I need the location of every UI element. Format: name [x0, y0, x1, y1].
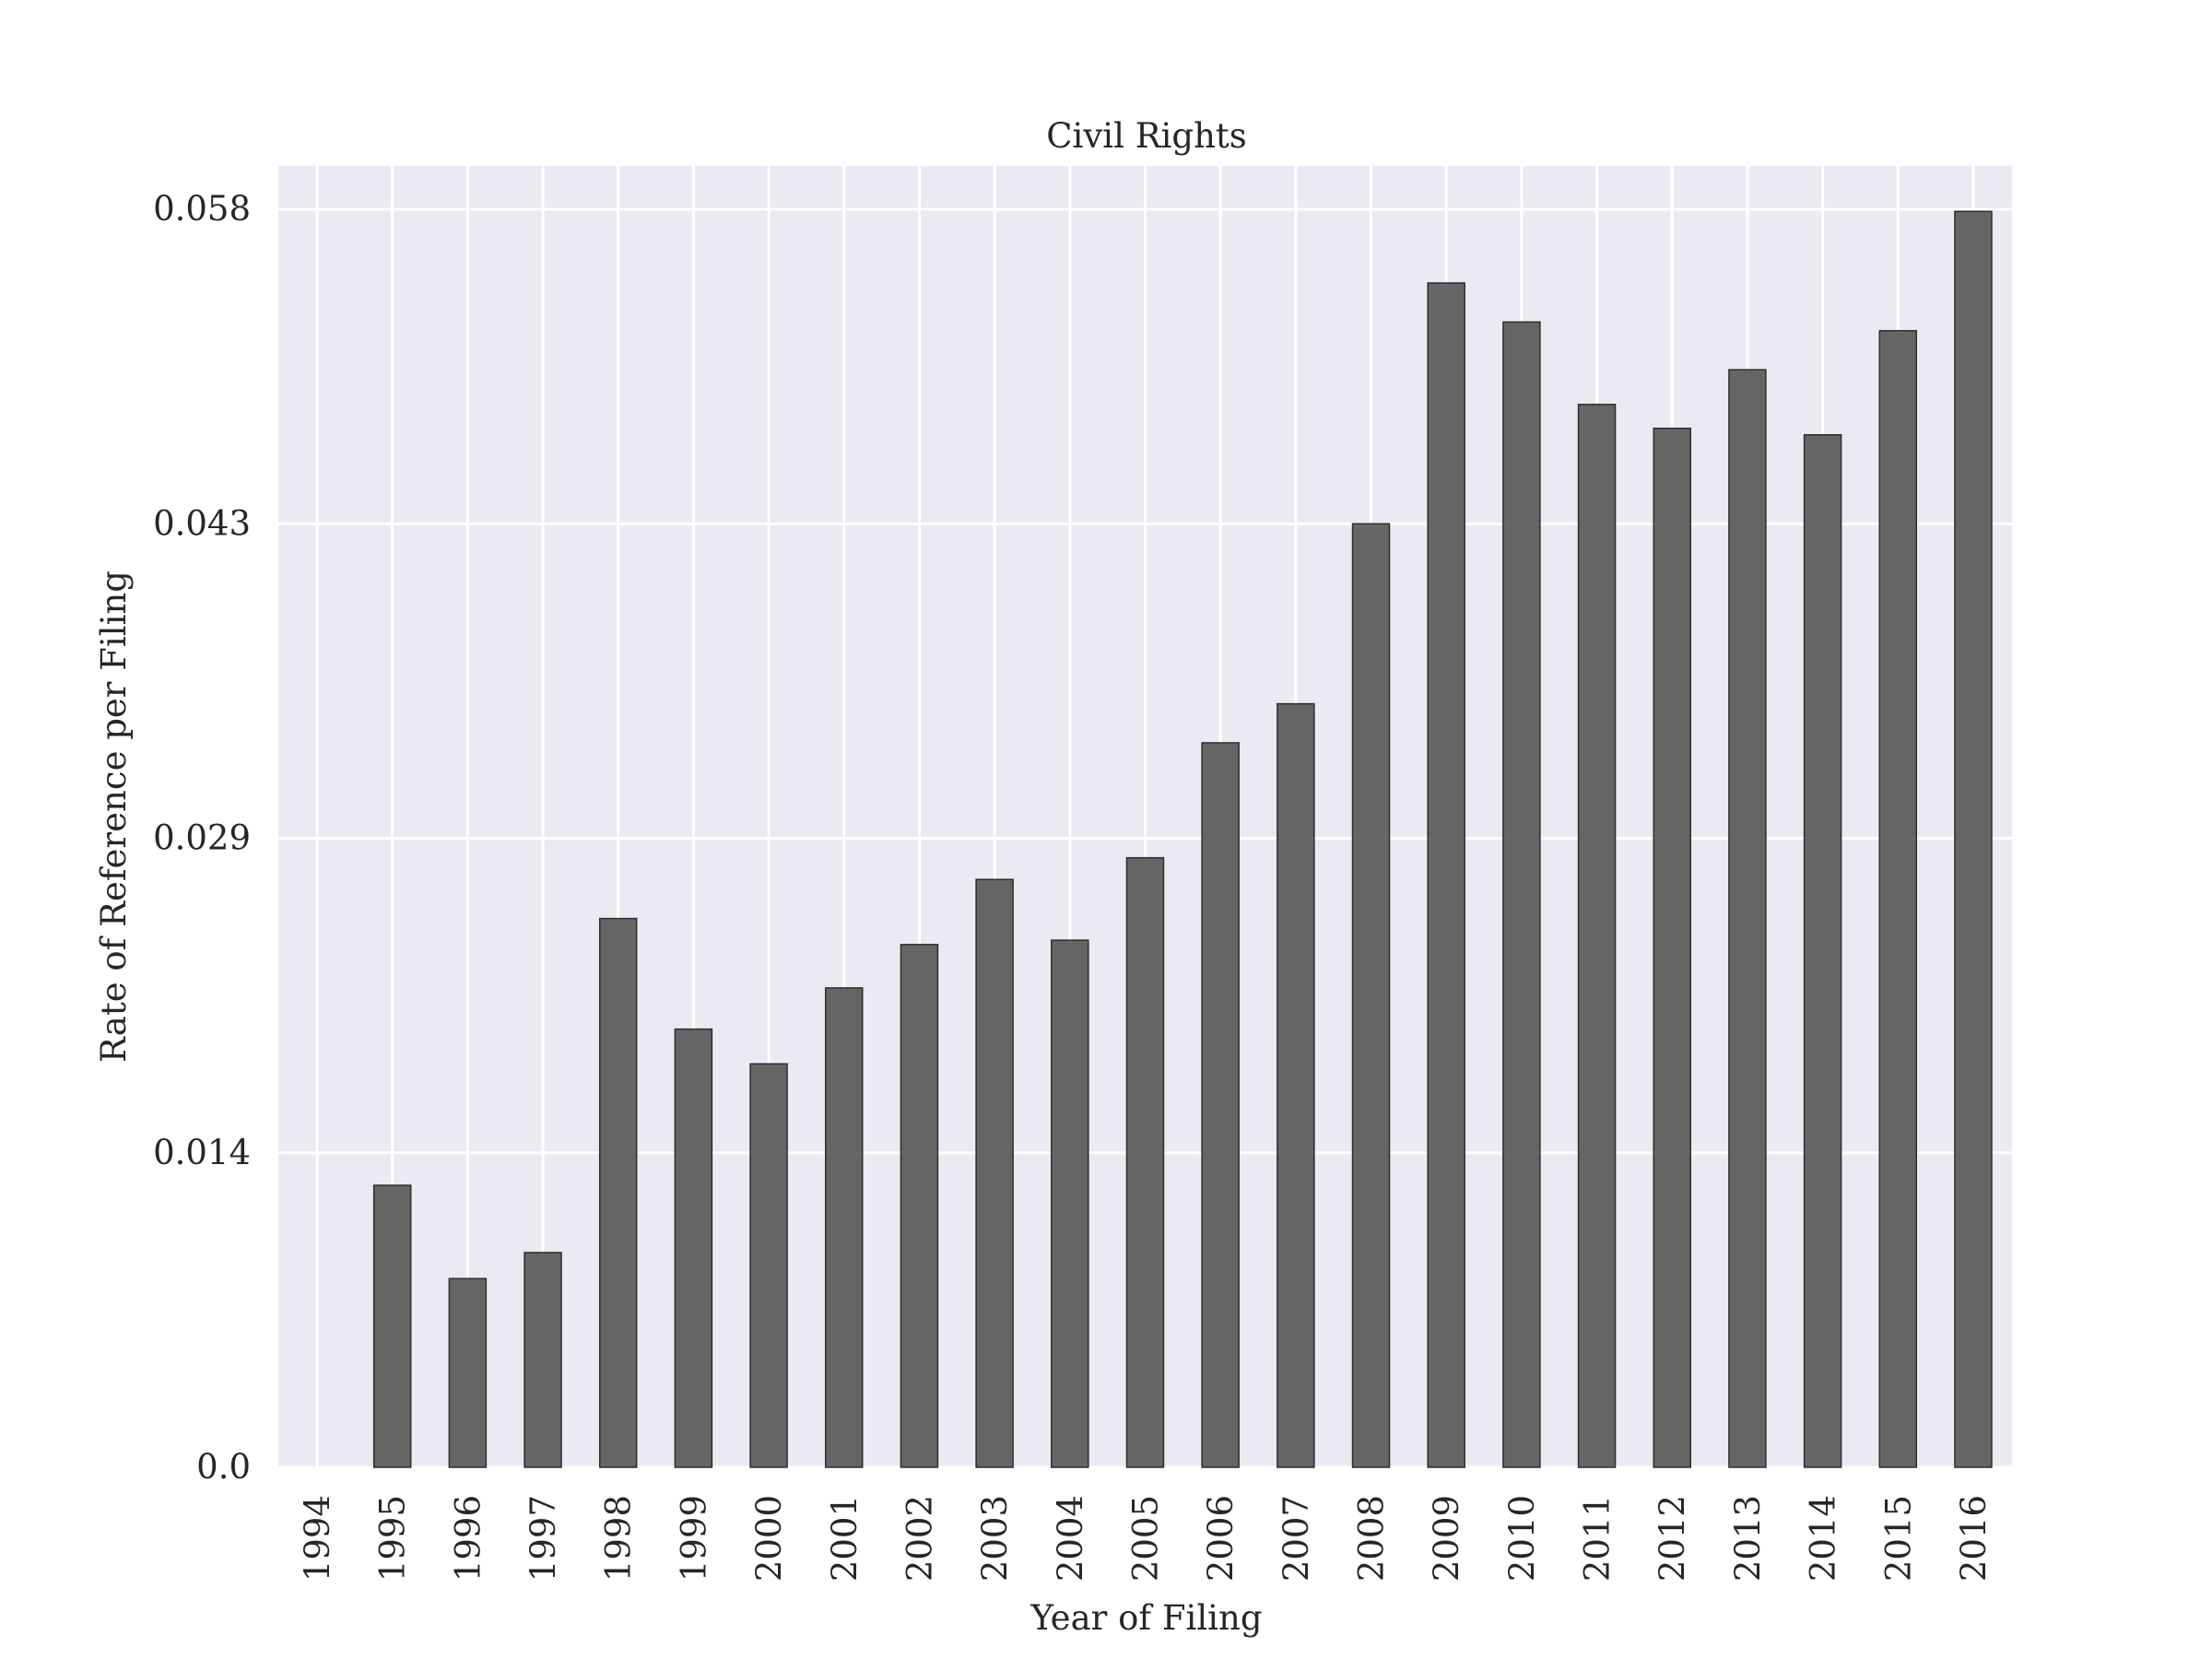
x-tick-label: 1996: [448, 1495, 488, 1582]
x-axis-label: Year of Filing: [1030, 1598, 1262, 1638]
x-axis-ticks: 1994 1995 1996 1997 1998 1999 2000 2001 2002 2003…: [298, 1495, 1994, 1582]
chart-title: Civil Rights: [1046, 116, 1247, 156]
y-tick-label: 0.043: [153, 503, 251, 543]
bar-2014: [1803, 434, 1842, 1468]
bar-2003: [975, 878, 1014, 1468]
x-tick-label: 1995: [373, 1495, 413, 1582]
bar-2005: [1125, 856, 1165, 1468]
x-tick-label: 1994: [298, 1495, 337, 1582]
x-tick-label: 2005: [1125, 1495, 1165, 1582]
bar-2009: [1427, 282, 1465, 1468]
bar-1996: [448, 1277, 488, 1468]
x-tick-label: 2016: [1954, 1495, 1994, 1582]
y-tick-label: 0.0: [196, 1447, 251, 1487]
bar-2010: [1502, 321, 1541, 1468]
bar-2007: [1277, 702, 1315, 1468]
bar-1999: [674, 1028, 713, 1468]
x-tick-label: 1997: [524, 1495, 563, 1582]
x-tick-label: 1999: [674, 1495, 713, 1582]
x-tick-label: 2014: [1804, 1495, 1843, 1582]
x-tick-label: 2015: [1878, 1495, 1918, 1582]
bar-2015: [1878, 330, 1918, 1468]
x-tick-label: 1998: [599, 1495, 639, 1582]
x-tick-label: 2001: [825, 1495, 865, 1582]
bar-2012: [1653, 427, 1691, 1468]
bar-1998: [598, 917, 638, 1468]
y-tick-label: 0.058: [153, 189, 251, 229]
y-tick-label: 0.029: [153, 818, 251, 858]
x-tick-label: 2002: [900, 1495, 939, 1582]
y-axis-label: Rate of Reference per Filing: [94, 571, 134, 1063]
x-tick-label: 2009: [1427, 1495, 1466, 1582]
bar-2002: [900, 944, 939, 1468]
x-tick-label: 2010: [1502, 1495, 1542, 1582]
bar-2006: [1201, 742, 1240, 1468]
y-axis-ticks: 0.0 0.014 0.029 0.043 0.058: [153, 189, 251, 1487]
x-tick-label: 2004: [1051, 1495, 1090, 1582]
bar-2011: [1577, 404, 1617, 1468]
x-tick-label: 2008: [1352, 1495, 1392, 1582]
x-tick-label: 2003: [975, 1495, 1015, 1582]
x-tick-label: 2007: [1277, 1495, 1316, 1582]
bar-1995: [372, 1184, 412, 1468]
bar-2000: [749, 1063, 788, 1468]
x-tick-label: 2013: [1728, 1495, 1768, 1582]
x-tick-label: 2012: [1653, 1495, 1692, 1582]
y-tick-label: 0.014: [153, 1133, 251, 1172]
bar-2013: [1728, 369, 1767, 1468]
bar-2004: [1051, 939, 1089, 1468]
x-tick-label: 2011: [1578, 1495, 1618, 1582]
bar-2016: [1954, 210, 1993, 1468]
bar-2001: [825, 987, 864, 1468]
bars: [372, 210, 1993, 1468]
x-tick-label: 2006: [1201, 1495, 1241, 1582]
bar-1997: [524, 1252, 562, 1468]
x-tick-label: 2000: [749, 1495, 789, 1582]
bar-2008: [1351, 523, 1391, 1468]
